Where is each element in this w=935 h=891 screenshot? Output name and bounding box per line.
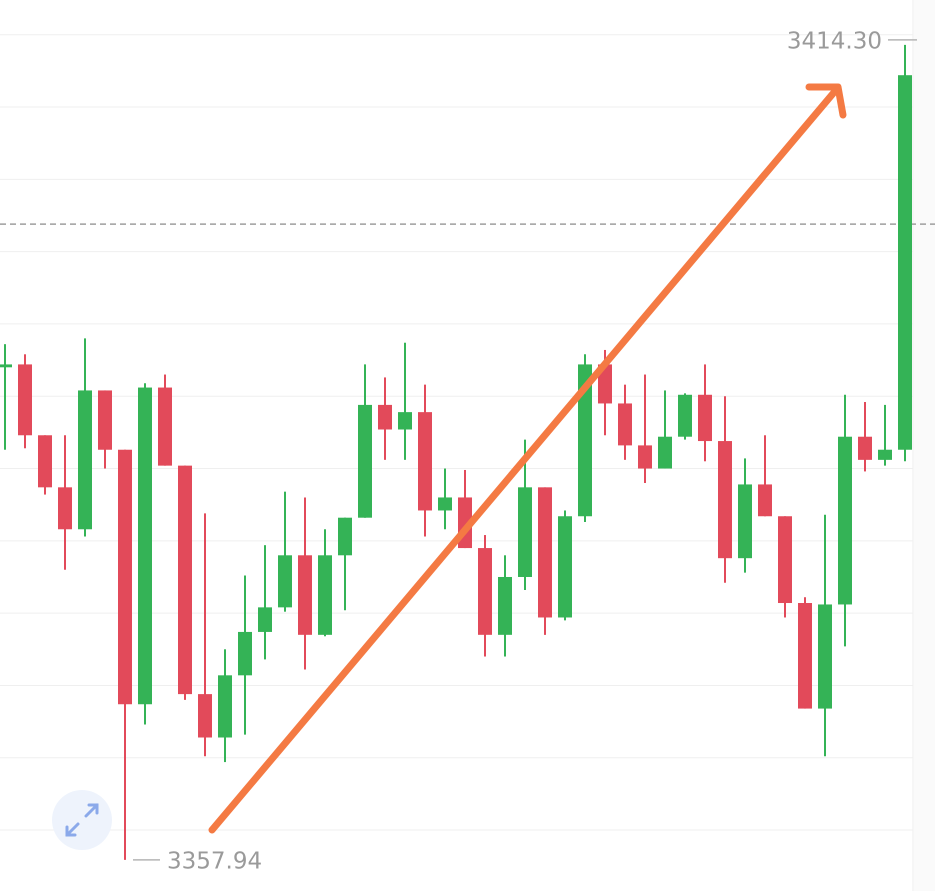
candle-body	[638, 445, 652, 469]
candle-body	[738, 484, 752, 559]
candle-body	[818, 604, 832, 709]
candle-body	[58, 487, 72, 530]
candle-body	[578, 364, 592, 517]
candle-body	[538, 487, 552, 618]
annotation-label: 3357.94	[167, 848, 262, 874]
labels: 3414.30 3357.94	[133, 28, 917, 874]
candle-body	[678, 394, 692, 437]
candle-body	[118, 449, 132, 705]
candle-body	[238, 631, 252, 676]
candle-body	[218, 675, 232, 738]
candle-body	[758, 484, 772, 517]
expand-icon[interactable]	[65, 803, 99, 837]
trend-arrow	[208, 83, 847, 834]
candle-body	[698, 394, 712, 442]
candle-body	[438, 497, 452, 511]
candle-body	[198, 694, 212, 738]
arrow-shaft	[208, 86, 840, 834]
candle-body	[378, 404, 392, 430]
candle-body	[318, 555, 332, 635]
candle-body	[78, 390, 92, 530]
candle-body	[598, 364, 612, 404]
price-axis-strip	[914, 0, 935, 891]
candle-body	[0, 364, 12, 368]
candles	[0, 44, 912, 860]
expand-button-bg[interactable]	[52, 790, 112, 850]
candle-body	[298, 555, 312, 635]
candle-body	[98, 390, 112, 450]
candle-body	[478, 548, 492, 635]
candle-body	[498, 576, 512, 635]
candle-body	[398, 412, 412, 430]
candle-body	[558, 516, 572, 618]
candle-body	[898, 75, 912, 450]
candle-body	[338, 517, 352, 556]
candle-body	[518, 487, 532, 577]
expand-button[interactable]	[52, 790, 112, 850]
arrow-head	[805, 83, 847, 119]
annotation-label: 3414.30	[787, 28, 882, 54]
candle-body	[178, 465, 192, 695]
candle-body	[798, 603, 812, 709]
candle-body	[18, 364, 32, 436]
candle-body	[138, 387, 152, 705]
candle-body	[838, 436, 852, 605]
candle-body	[38, 435, 52, 488]
candle-body	[658, 436, 672, 469]
candle-body	[858, 436, 872, 460]
candle-body	[278, 555, 292, 608]
candle-body	[718, 441, 732, 559]
candle-body	[358, 404, 372, 518]
candle-body	[778, 516, 792, 604]
candle-body	[878, 449, 892, 460]
candle-body	[258, 607, 272, 632]
candle-body	[158, 387, 172, 466]
candle-body	[618, 403, 632, 446]
candle-body	[418, 412, 432, 511]
